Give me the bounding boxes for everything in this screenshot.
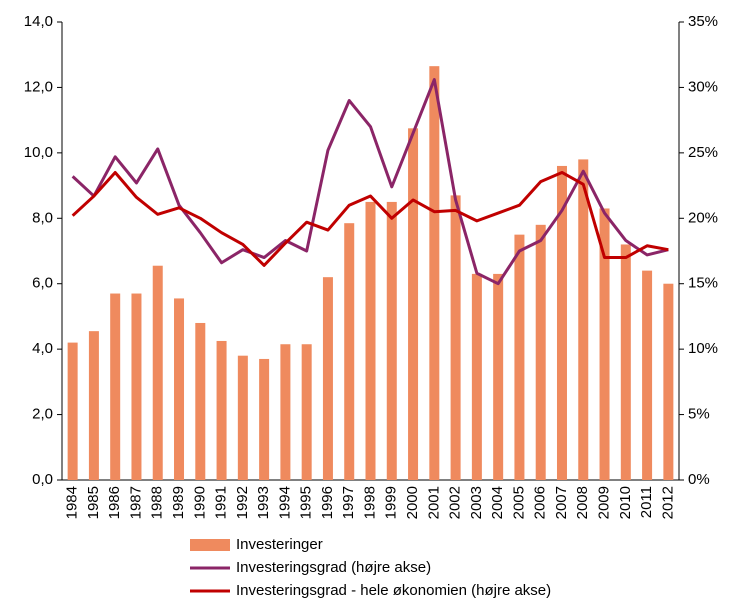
x-tick-label: 1985 [85,486,102,519]
bar [493,273,504,480]
bar [408,128,419,481]
y-tick-label: 4,0 [32,340,53,357]
y-tick-label: 8,0 [32,209,53,226]
x-tick-label: 2012 [659,486,676,519]
x-tick-label: 2003 [468,486,485,519]
y-tick-label: 0,0 [32,471,53,488]
y-tick-label: 12,0 [24,78,53,95]
bar [556,165,567,480]
bar [386,201,397,480]
x-tick-label: 2008 [574,486,591,519]
bar [67,342,78,480]
x-tick-label: 1988 [149,486,166,519]
bar [663,283,674,480]
y2-tick-label: 5% [688,406,710,423]
y2-tick-label: 10% [688,340,718,357]
bar [514,234,525,480]
x-tick-label: 2005 [510,486,527,519]
bar [322,277,333,480]
bar [195,322,206,480]
x-tick-label: 2007 [553,486,570,519]
y-tick-label: 14,0 [24,13,53,30]
y2-tick-label: 0% [688,471,710,488]
x-tick-label: 2000 [404,486,421,519]
bar [110,293,121,480]
x-tick-label: 2004 [489,486,506,519]
bar [344,223,355,480]
x-tick-label: 1993 [255,486,272,519]
line [71,78,669,286]
x-tick-label: 1996 [319,486,336,519]
bar [259,358,270,480]
x-tick-label: 1991 [213,486,230,519]
bar [471,273,482,480]
bar [535,224,546,480]
y2-tick-label: 35% [688,13,718,30]
bar [131,293,142,480]
bar [237,355,248,480]
x-tick-label: 2011 [638,486,655,518]
y2-tick-label: 25% [688,144,718,161]
y2-tick-label: 15% [688,275,718,292]
bar [88,331,99,480]
x-tick-label: 1984 [64,486,81,519]
bar [578,159,589,480]
bar [365,201,376,480]
x-tick-label: 1999 [383,486,400,519]
y-tick-label: 10,0 [24,144,53,161]
x-tick-label: 1997 [340,486,357,519]
y-tick-label: 2,0 [32,406,53,423]
bar [599,208,610,480]
bar [152,265,163,480]
legend-label: Investeringsgrad (højre akse) [236,559,431,576]
y-tick-label: 6,0 [32,275,53,292]
x-tick-label: 1992 [234,486,251,519]
line [71,170,669,267]
x-tick-label: 1998 [361,486,378,519]
legend-label: Investeringsgrad - hele økonomien (højre… [236,582,551,599]
x-tick-label: 2006 [532,486,549,519]
legend-label: Investeringer [236,536,323,553]
bar [280,344,291,480]
legend-swatch [190,539,230,551]
x-tick-label: 1989 [170,486,187,519]
x-tick-label: 2010 [617,486,634,519]
bar [450,195,461,480]
bar [620,244,631,480]
x-tick-label: 2001 [425,486,442,519]
bar [429,66,440,481]
x-tick-label: 1990 [191,486,208,519]
x-tick-label: 2009 [596,486,613,519]
bar [642,270,653,480]
x-tick-label: 1995 [298,486,315,519]
x-tick-label: 1994 [276,486,293,519]
bar [174,298,185,480]
x-tick-label: 2002 [447,486,464,519]
x-tick-label: 1987 [127,486,144,519]
bar [301,344,312,480]
x-tick-label: 1986 [106,486,123,519]
y2-tick-label: 20% [688,209,718,226]
bar [216,340,227,480]
y2-tick-label: 30% [688,78,718,95]
